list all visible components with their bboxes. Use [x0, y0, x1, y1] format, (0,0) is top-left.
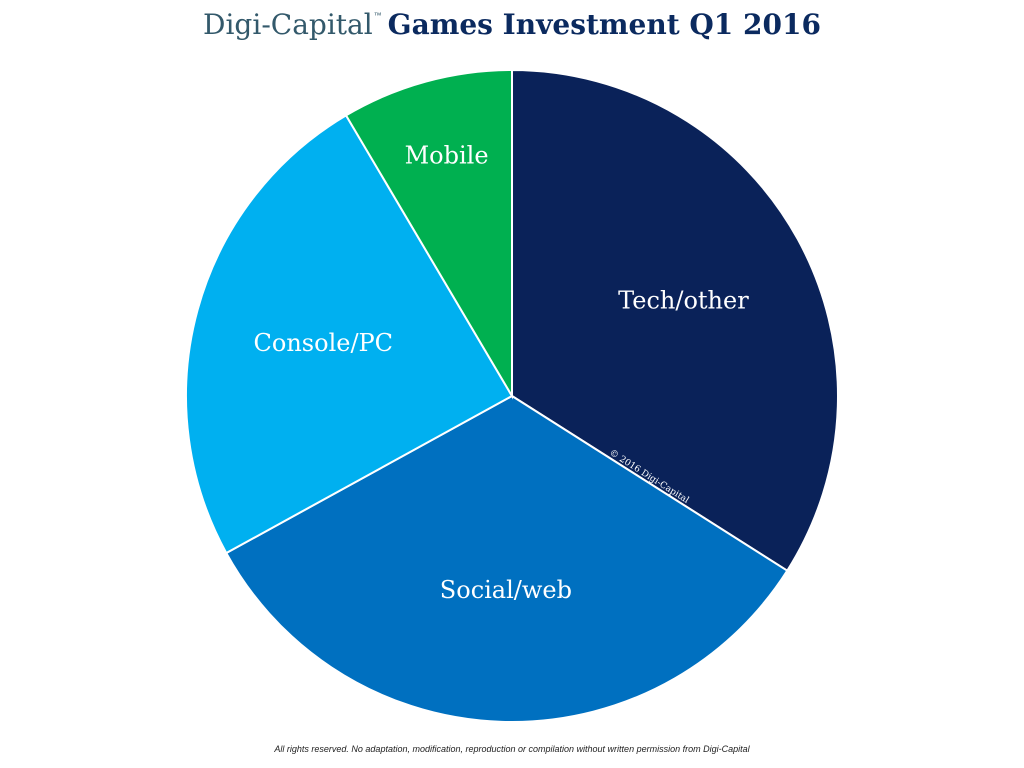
pie-label-mobile: Mobile: [405, 142, 489, 170]
pie-slice-console-pc: [185, 114, 514, 555]
trademark-mark: ™: [373, 11, 382, 20]
pie-label-console-pc: Console/PC: [254, 329, 394, 357]
pie-slice-social-web: [224, 394, 789, 723]
pie-label-social-web: Social/web: [440, 576, 572, 604]
pie-labels: Tech/other Social/web Console/PC Mobile: [254, 142, 750, 605]
pie-slice-tech-other: [511, 68, 839, 573]
chart-title-row: Digi-Capital™ Games Investment Q1 2016: [0, 8, 1024, 52]
brand-logo: Digi-Capital: [203, 8, 373, 41]
chart-title: Games Investment Q1 2016: [387, 8, 821, 41]
copyright-footer: All rights reserved. No adaptation, modi…: [274, 744, 750, 754]
pie-label-tech-other: Tech/other: [618, 286, 749, 314]
pie-slice-mobile: [344, 68, 513, 400]
pie-slices: [185, 68, 839, 723]
